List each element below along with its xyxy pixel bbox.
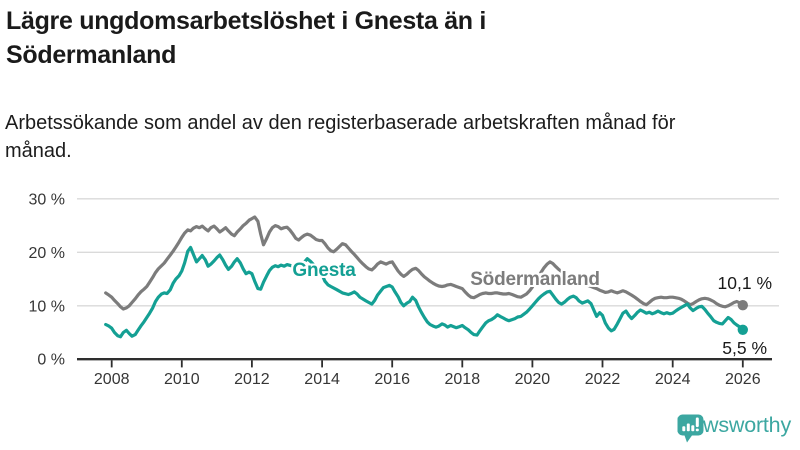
- gnesta-line: [104, 245, 745, 339]
- newsworthy-logo: Newsworthy: [676, 413, 791, 443]
- x-tick-label: 2014: [304, 371, 340, 388]
- x-tick-label: 2024: [655, 371, 691, 388]
- x-tick-label: 2016: [374, 371, 410, 388]
- gnesta-end-dot: [737, 324, 748, 335]
- södermanland-line: [104, 215, 745, 311]
- gnesta-end-value-label: 5,5 %: [722, 338, 767, 358]
- page-title: Lägre ungdomsarbetslöshet i Gnesta än i …: [6, 7, 487, 69]
- y-tick-label: 0 %: [37, 352, 65, 369]
- sodermanland-series-label: Södermanland: [470, 269, 600, 290]
- x-tick-label: 2012: [234, 371, 270, 388]
- newsworthy-logo-icon: [677, 414, 704, 443]
- y-tick-label: 10 %: [29, 298, 65, 315]
- gnesta-series-label: Gnesta: [292, 260, 356, 281]
- y-tick-label: 30 %: [29, 191, 65, 208]
- y-tick-label: 20 %: [29, 245, 65, 262]
- x-tick-label: 2008: [94, 371, 130, 388]
- x-tick-label: 2018: [445, 371, 481, 388]
- x-tick-label: 2026: [725, 371, 761, 388]
- x-tick-label: 2022: [585, 371, 621, 388]
- södermanland-end-dot: [737, 300, 748, 311]
- x-tick-label: 2010: [164, 371, 200, 388]
- chart-subtitle: Arbetssökande som andel av den registerb…: [5, 112, 676, 162]
- x-tick-label: 2020: [515, 371, 551, 388]
- sodermanland-end-value-label: 10,1 %: [717, 273, 772, 293]
